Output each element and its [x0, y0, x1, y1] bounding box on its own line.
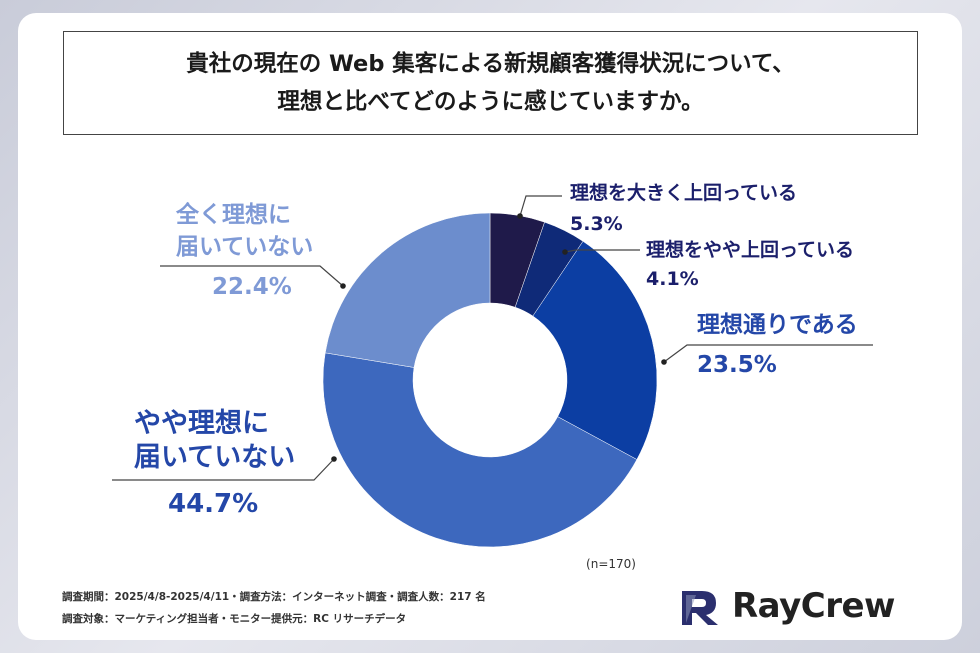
donut-slice: [322, 352, 638, 548]
donut-slice: [324, 212, 491, 368]
raycrew-logo-icon: [682, 591, 718, 625]
leader-line: [519, 195, 562, 217]
slice-label: 全く理想に: [175, 201, 291, 228]
leader-dot: [661, 359, 667, 365]
leader-dot: [517, 213, 523, 219]
slice-value-label: 23.5%: [697, 352, 777, 378]
slice-value-label: 5.3%: [570, 213, 623, 235]
sample-size-label: (n=170): [586, 557, 636, 571]
logo: RayCrew: [678, 581, 895, 631]
leader-line: [160, 265, 344, 287]
leader-dot: [331, 456, 337, 462]
slice-label: 理想を大きく上回っている: [570, 181, 797, 204]
leader-dot: [340, 283, 346, 289]
slice-label: 理想をやや上回っている: [646, 238, 854, 261]
title-line-2: 理想と比べてどのように感じていますか。: [277, 89, 704, 115]
slice-value-label: 22.4%: [212, 274, 292, 300]
donut-slice: [532, 240, 658, 460]
leader-line: [663, 344, 873, 363]
leader-line: [564, 249, 640, 253]
slice-label: 理想通りである: [697, 312, 858, 338]
leader-line: [112, 458, 335, 481]
title-line-1: 貴社の現在の Web 集客による新規顧客獲得状況について、: [186, 51, 795, 77]
slice-label: 届いていない: [134, 442, 295, 473]
logo-text: RayCrew: [732, 586, 895, 626]
leader-dot: [562, 249, 568, 255]
title-box: 貴社の現在の Web 集客による新規顧客獲得状況について、 理想と比べてどのよう…: [63, 31, 918, 135]
survey-target-note: 調査対象：マーケティング担当者・モニター提供元：RC リサーチデータ: [62, 613, 407, 625]
slice-value-label: 4.1%: [646, 268, 699, 290]
survey-period-note: 調査期間：2025/4/8-2025/4/11・調査方法：インターネット調査・調…: [62, 591, 486, 603]
slice-label: やや理想に: [134, 408, 269, 439]
slice-value-label: 44.7%: [168, 489, 258, 519]
slice-label: 届いていない: [176, 234, 313, 260]
